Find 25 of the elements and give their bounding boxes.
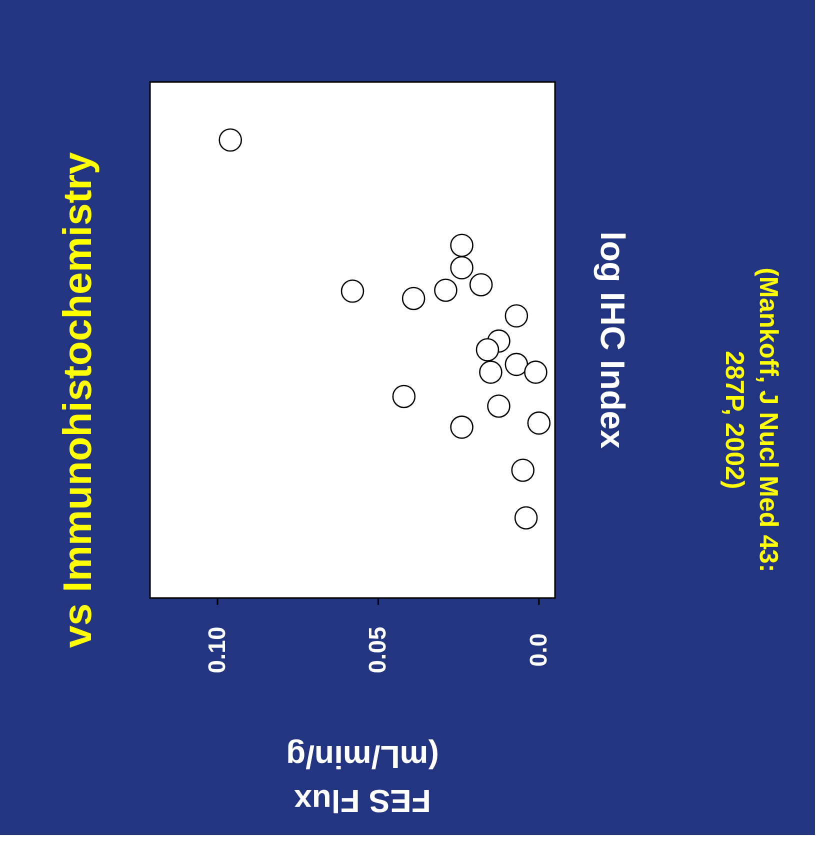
x-axis-title: FES Flux (mL/min/g [286,739,439,819]
point [434,278,458,302]
point [479,360,502,384]
text: vs Immunohistochemistry [56,151,100,648]
point [218,128,242,152]
point [487,394,510,418]
x-tick-label: 0.10 [204,626,231,674]
point [527,411,551,435]
point [450,234,474,257]
point [402,286,426,310]
point [392,384,416,408]
x-tick-label: 0.05 [364,626,392,674]
point [340,279,364,303]
point [476,338,500,362]
point [504,352,528,376]
point [504,304,528,328]
x-tick-label: 0.0 [525,633,552,667]
point [450,256,474,280]
point [514,506,538,530]
point [524,360,548,384]
point [511,458,535,482]
text: (Mankoff, J Nucl Med 43: 287P, 2002) [720,268,784,572]
y-axis-title: log IHC Index [593,231,631,449]
point [450,416,474,439]
point [469,273,493,296]
